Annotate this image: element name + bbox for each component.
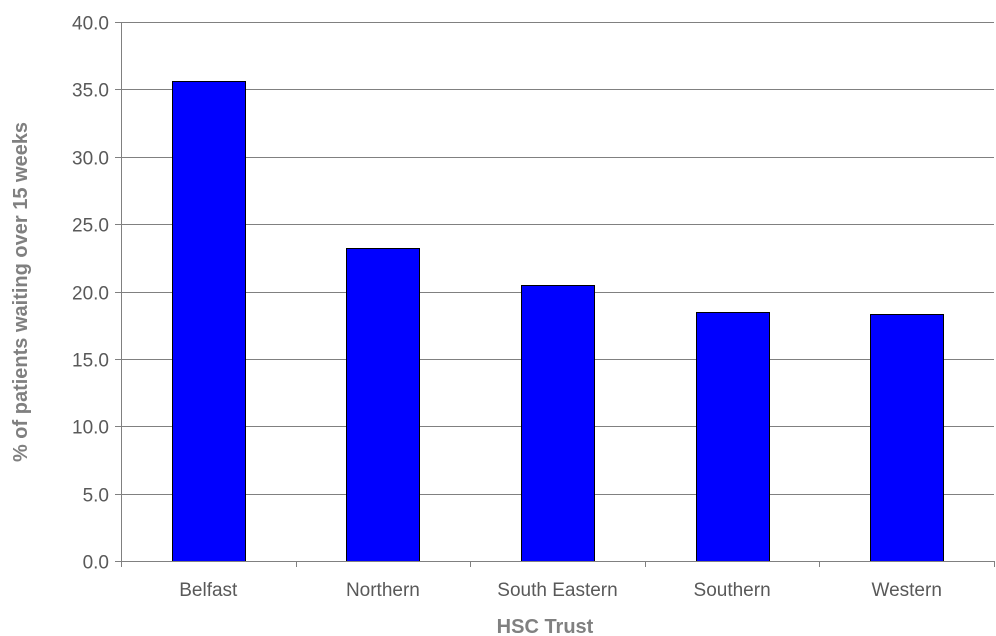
x-axis-title: HSC Trust	[497, 616, 594, 636]
x-tick-label: Belfast	[179, 580, 238, 601]
y-tick-label: 10.0	[72, 418, 109, 439]
bars	[172, 81, 944, 562]
y-tick-label: 15.0	[72, 351, 109, 372]
y-tick-label: 5.0	[83, 486, 109, 507]
x-tick-label: Southern	[694, 580, 771, 601]
bar-southern	[696, 312, 770, 562]
y-tick-labels: 0.0 5.0 10.0 15.0 20.0 25.0 30.0 35.0 40.0	[72, 14, 109, 574]
y-axis-title: % of patients waiting over 15 weeks	[10, 122, 32, 462]
y-tick-label: 20.0	[72, 284, 109, 305]
bar-northern	[346, 248, 420, 562]
bar-south-eastern	[521, 285, 595, 562]
y-tick-label: 35.0	[72, 81, 109, 102]
y-tick-label: 0.0	[83, 553, 109, 574]
x-tick-label: South Eastern	[497, 580, 617, 601]
x-tick-label: Northern	[346, 580, 420, 601]
y-tick-label: 25.0	[72, 216, 109, 237]
y-tick-label: 40.0	[72, 14, 109, 35]
x-tick-labels: Belfast Northern South Eastern Southern West…	[179, 580, 942, 601]
bar-belfast	[172, 81, 246, 562]
bar-western	[870, 314, 944, 562]
x-tick-label: Western	[871, 580, 941, 601]
y-tick-label: 30.0	[72, 149, 109, 170]
axes	[115, 22, 995, 567]
